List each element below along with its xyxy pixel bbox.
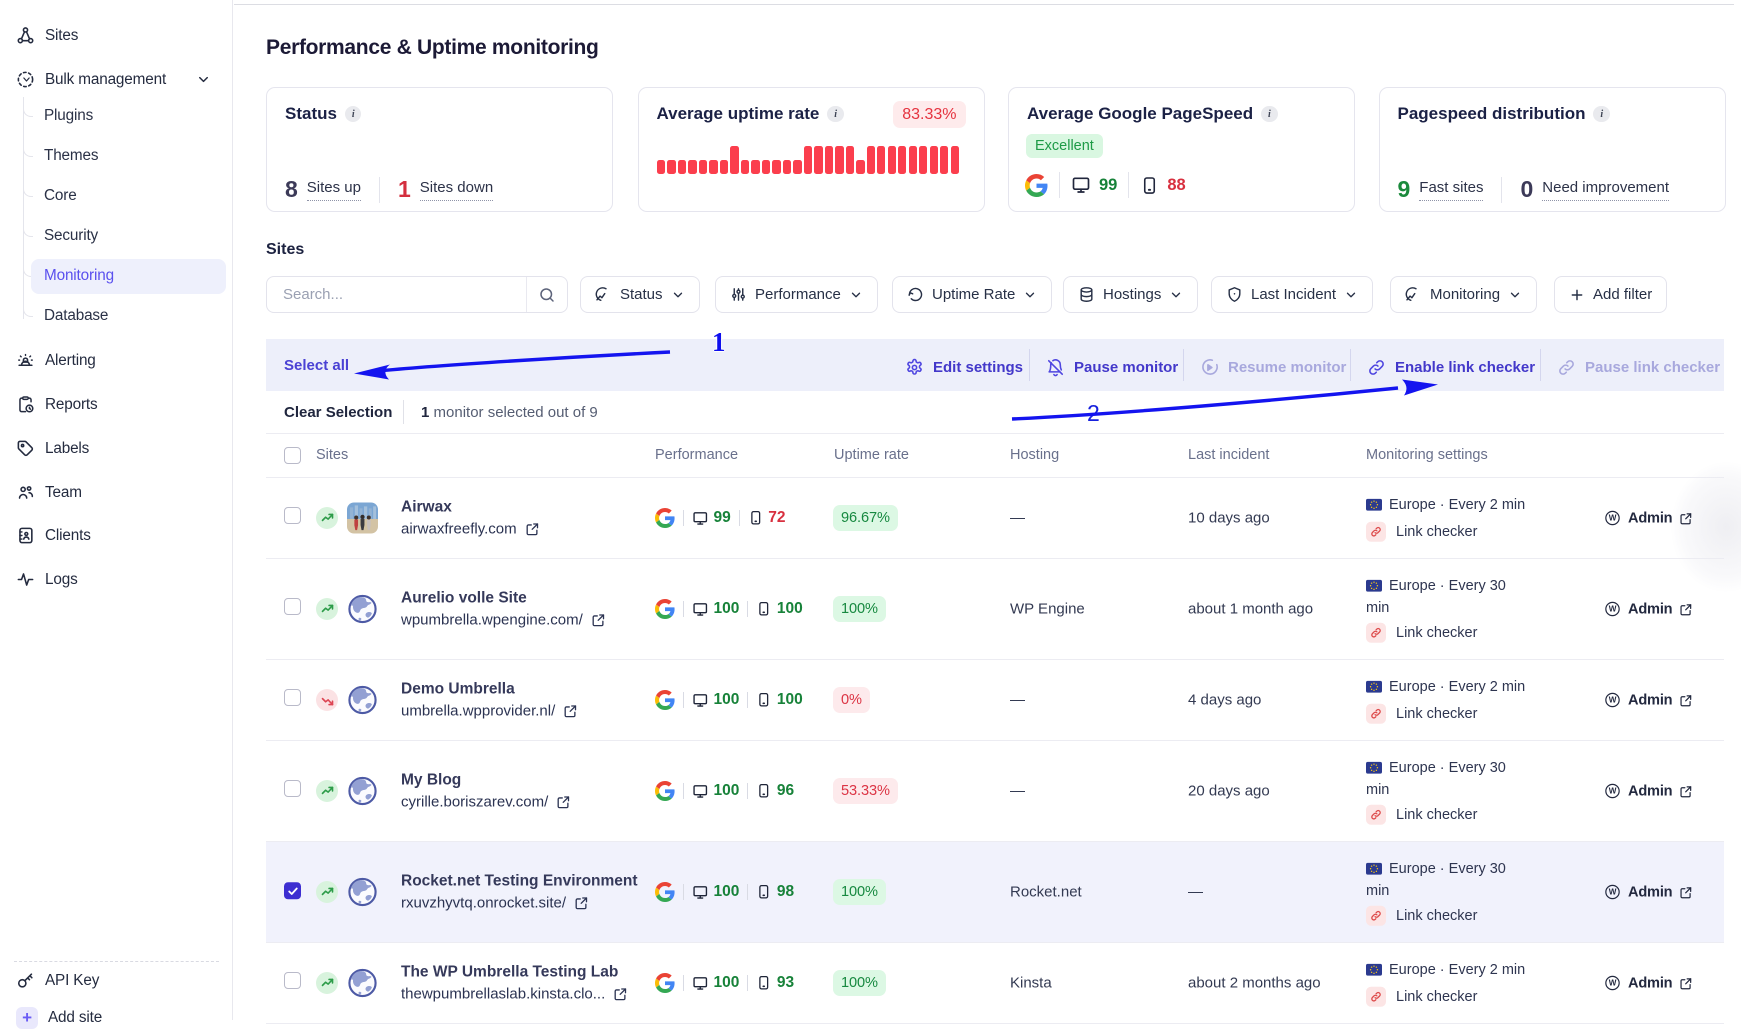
svg-text:W: W: [1609, 696, 1617, 705]
svg-text:W: W: [1609, 605, 1617, 614]
svg-text:W: W: [1609, 514, 1617, 523]
svg-text:W: W: [1609, 888, 1617, 897]
svg-text:W: W: [1609, 787, 1617, 796]
svg-text:W: W: [1609, 979, 1617, 988]
